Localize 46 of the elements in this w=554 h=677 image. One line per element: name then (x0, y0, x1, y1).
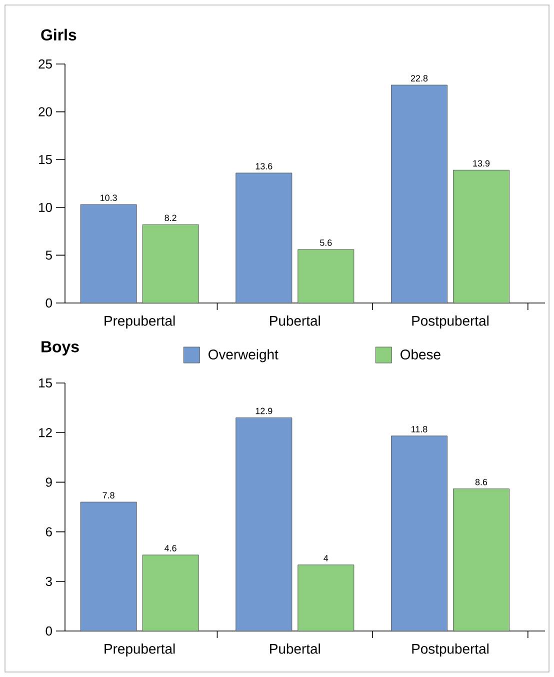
bar (236, 417, 292, 632)
x-tick-label: Pubertal (270, 644, 320, 654)
bar (80, 204, 137, 304)
data-label: 10.3 (100, 194, 117, 201)
y-tick-label: 0 (46, 298, 52, 308)
y-tick-label: 15 (39, 155, 52, 164)
bar (298, 564, 354, 632)
x-tick-label: Postpubertal (412, 644, 488, 657)
bar (236, 172, 292, 304)
y-tick-label: 9 (46, 478, 52, 487)
y-tick-label: 20 (38, 107, 52, 116)
data-label: 4 (324, 555, 328, 562)
y-tick-label: 6 (46, 527, 52, 536)
y-tick-label: 0 (46, 626, 52, 636)
bar (390, 436, 448, 632)
bar (452, 170, 510, 304)
bar (452, 488, 510, 632)
y-tick-label: 12 (39, 428, 52, 438)
x-tick-label: Prepubertal (104, 644, 175, 657)
data-label: 8.2 (164, 214, 176, 222)
bar (390, 84, 448, 304)
chart-title: Girls (41, 28, 76, 41)
bar (142, 554, 199, 632)
legend-label: Obese (400, 349, 440, 360)
bar (298, 249, 354, 304)
x-tick-label: Prepubertal (104, 316, 175, 329)
y-tick-label: 10 (39, 202, 52, 212)
x-tick-label: Pubertal (270, 316, 320, 326)
data-label: 13.6 (256, 163, 272, 170)
y-tick-label: 5 (46, 250, 52, 260)
y-tick-label: 3 (46, 576, 52, 586)
data-label: 8.6 (475, 478, 488, 486)
data-label: 13.9 (473, 160, 490, 167)
data-label: 4.6 (164, 545, 176, 552)
bar (142, 224, 199, 304)
y-tick-label: 25 (38, 59, 52, 69)
x-tick-label: Postpubertal (412, 316, 488, 329)
data-label: 22.8 (410, 75, 428, 82)
legend-label: Overweight (208, 349, 278, 362)
data-label: 7.8 (102, 492, 114, 498)
bar (80, 502, 137, 632)
chart-title: Boys (42, 341, 79, 356)
data-label: 5.6 (320, 240, 332, 246)
data-label: 12.9 (256, 408, 272, 414)
data-label: 11.8 (412, 426, 428, 432)
y-tick-label: 15 (39, 378, 52, 388)
